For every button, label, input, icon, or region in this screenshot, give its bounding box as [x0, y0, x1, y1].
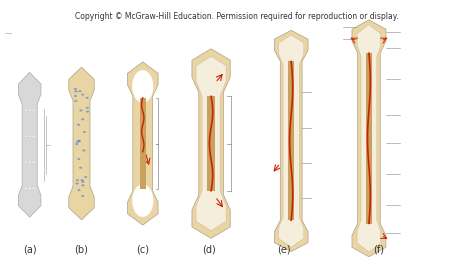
Circle shape	[74, 88, 77, 90]
Text: (a): (a)	[23, 244, 36, 254]
Circle shape	[78, 140, 80, 141]
Circle shape	[77, 124, 80, 125]
Polygon shape	[69, 67, 94, 220]
Circle shape	[76, 180, 79, 181]
Circle shape	[82, 94, 84, 95]
Circle shape	[81, 179, 83, 181]
Text: (d): (d)	[202, 244, 216, 254]
Circle shape	[24, 109, 27, 111]
Circle shape	[79, 90, 81, 92]
Circle shape	[28, 188, 31, 189]
Circle shape	[74, 100, 77, 102]
Circle shape	[24, 188, 27, 189]
Polygon shape	[192, 49, 230, 238]
Circle shape	[28, 135, 31, 137]
Circle shape	[28, 161, 31, 163]
Circle shape	[78, 158, 80, 160]
Circle shape	[32, 109, 36, 111]
Circle shape	[32, 161, 36, 163]
Circle shape	[86, 111, 89, 112]
Circle shape	[24, 161, 27, 163]
Circle shape	[82, 185, 84, 186]
Circle shape	[28, 109, 31, 111]
Circle shape	[76, 183, 78, 184]
Circle shape	[24, 135, 27, 137]
Circle shape	[78, 140, 81, 142]
Circle shape	[82, 196, 84, 197]
Text: (e): (e)	[277, 244, 291, 254]
Circle shape	[83, 131, 86, 133]
Polygon shape	[352, 20, 386, 257]
Ellipse shape	[132, 70, 154, 103]
Polygon shape	[357, 24, 381, 252]
Circle shape	[76, 141, 79, 143]
Text: (c): (c)	[136, 244, 149, 254]
Polygon shape	[140, 98, 146, 189]
Text: (f): (f)	[373, 244, 384, 254]
Polygon shape	[18, 72, 41, 217]
Polygon shape	[279, 35, 304, 247]
Ellipse shape	[132, 184, 154, 217]
Circle shape	[79, 167, 82, 168]
Polygon shape	[207, 96, 215, 191]
Polygon shape	[128, 62, 158, 225]
Circle shape	[75, 143, 78, 145]
Circle shape	[82, 150, 85, 151]
Circle shape	[80, 110, 82, 111]
Circle shape	[32, 188, 36, 189]
Polygon shape	[274, 30, 308, 251]
Polygon shape	[366, 53, 372, 223]
Circle shape	[84, 176, 87, 178]
Polygon shape	[196, 56, 226, 231]
Circle shape	[74, 95, 77, 97]
Circle shape	[86, 107, 89, 109]
Circle shape	[82, 181, 84, 182]
Text: —: —	[4, 31, 11, 37]
Circle shape	[82, 119, 84, 120]
Circle shape	[32, 135, 36, 137]
Text: Copyright © McGraw-Hill Education. Permission required for reproduction or displ: Copyright © McGraw-Hill Education. Permi…	[75, 12, 399, 21]
Circle shape	[86, 97, 88, 98]
Circle shape	[78, 189, 80, 191]
Text: (b): (b)	[74, 244, 89, 254]
Polygon shape	[288, 61, 294, 221]
Circle shape	[75, 91, 77, 92]
